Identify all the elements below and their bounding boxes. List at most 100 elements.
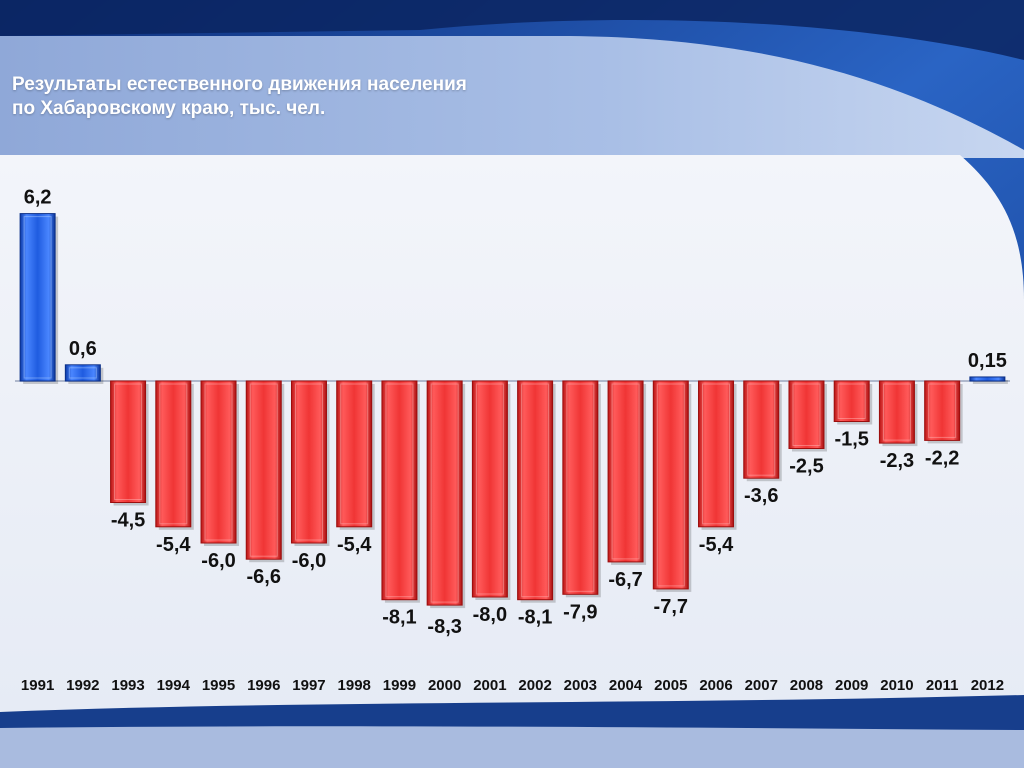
data-label: -7,7 xyxy=(654,596,688,618)
x-tick-label: 2008 xyxy=(790,677,823,694)
bar xyxy=(517,380,554,601)
bar xyxy=(110,380,147,503)
bar-2005 xyxy=(652,380,692,592)
data-label: -6,7 xyxy=(608,569,642,591)
bar-bevel xyxy=(928,383,957,438)
x-tick-label: 2004 xyxy=(609,677,643,694)
bar-1995 xyxy=(200,380,240,546)
bar xyxy=(924,380,961,441)
bar-bevel xyxy=(340,383,369,525)
bar xyxy=(245,380,282,560)
bar-2007 xyxy=(743,380,782,482)
x-tick-label: 2002 xyxy=(518,677,551,694)
bar xyxy=(19,213,56,382)
x-tick-label: 1991 xyxy=(21,677,54,694)
data-label: -2,5 xyxy=(789,456,823,478)
x-tick-label: 1993 xyxy=(111,677,144,694)
bar xyxy=(562,380,599,595)
chart-x-tick-labels: 1991 1992 1993 1994 1995 1996 1997 1998 1999 2000… xyxy=(21,677,1004,694)
bar xyxy=(743,380,780,479)
bar xyxy=(290,380,327,544)
bar-1993 xyxy=(110,380,149,506)
title-band xyxy=(0,36,1024,158)
bar-2002 xyxy=(517,380,556,603)
bar-2003 xyxy=(562,380,601,598)
bar-2008 xyxy=(788,380,827,452)
bar-bevel xyxy=(294,383,323,541)
data-label: -8,0 xyxy=(473,604,507,626)
x-tick-label: 2012 xyxy=(971,677,1004,694)
bar-1994 xyxy=(155,380,194,530)
bar-bevel xyxy=(204,383,233,541)
bar xyxy=(878,380,915,444)
bar xyxy=(64,364,101,382)
page-title: Результаты естественного движения населе… xyxy=(12,73,612,121)
bar-bevel xyxy=(385,383,414,598)
bar-bevel xyxy=(430,383,459,603)
data-label: -8,3 xyxy=(427,616,461,638)
bar-2006 xyxy=(698,380,737,530)
bar xyxy=(607,380,644,563)
x-tick-label: 1994 xyxy=(157,677,191,694)
bar xyxy=(833,380,870,422)
data-label: -6,0 xyxy=(292,550,326,572)
data-label: -2,2 xyxy=(925,447,959,469)
chart-bars xyxy=(19,213,1008,609)
x-tick-label: 2006 xyxy=(699,677,732,694)
bar xyxy=(471,380,508,598)
bar xyxy=(381,380,418,601)
bar-2012 xyxy=(969,376,1008,384)
x-tick-label: 2010 xyxy=(880,677,913,694)
x-tick-label: 1998 xyxy=(338,677,371,694)
bar xyxy=(788,380,825,449)
x-tick-label: 2007 xyxy=(745,677,778,694)
data-label: -6,6 xyxy=(247,566,281,588)
bar xyxy=(336,380,373,528)
data-label: -1,5 xyxy=(834,429,868,451)
page-title-line-2: по Хабаровскому краю, тыс. чел. xyxy=(12,98,326,119)
bar-1999 xyxy=(381,380,420,603)
data-label: -6,0 xyxy=(201,550,235,572)
bar-1992 xyxy=(64,364,104,384)
data-label: -8,1 xyxy=(518,607,552,629)
x-tick-label: 2009 xyxy=(835,677,868,694)
bar-bevel xyxy=(566,383,595,592)
bar-shadow xyxy=(972,379,1008,384)
data-label: -5,4 xyxy=(337,534,372,556)
bar-bevel xyxy=(68,367,97,379)
bar xyxy=(652,380,689,590)
bottom-band xyxy=(0,726,1024,768)
bar-1996 xyxy=(245,380,285,563)
x-tick-label: 2001 xyxy=(473,677,506,694)
x-tick-label: 2005 xyxy=(654,677,687,694)
bar-bevel xyxy=(837,383,866,419)
top-swoosh xyxy=(0,0,1024,60)
x-tick-label: 1992 xyxy=(66,677,99,694)
x-tick-label: 1995 xyxy=(202,677,235,694)
bar-bevel xyxy=(475,383,504,595)
chart-data-labels: 6,2 0,6 -4,5 -5,4 -6,0 -6,6 -6,0 -5,4 -8,1 -8,3 -8… xyxy=(24,187,1007,638)
x-tick-label: 1997 xyxy=(292,677,325,694)
bar xyxy=(155,380,192,528)
bar-bevel xyxy=(159,383,188,525)
bar-1991 xyxy=(19,213,59,384)
bar xyxy=(969,376,1006,382)
data-label: -3,6 xyxy=(744,485,778,507)
data-label: -8,1 xyxy=(382,607,416,629)
bar-bevel xyxy=(656,383,685,587)
x-tick-label: 2003 xyxy=(564,677,597,694)
data-label: -2,3 xyxy=(880,450,914,472)
x-tick-label: 1999 xyxy=(383,677,416,694)
bar-bevel xyxy=(249,383,278,557)
x-tick-label: 1996 xyxy=(247,677,280,694)
bar xyxy=(200,380,237,544)
bar-bevel xyxy=(521,383,550,598)
bar-bevel xyxy=(611,383,640,560)
bar-2000 xyxy=(426,380,466,609)
page-title-line-1: Результаты естественного движения населе… xyxy=(12,74,467,95)
bar xyxy=(426,380,463,606)
bar-bevel xyxy=(882,383,911,441)
bar-1998 xyxy=(336,380,375,530)
bar-1997 xyxy=(290,380,330,546)
